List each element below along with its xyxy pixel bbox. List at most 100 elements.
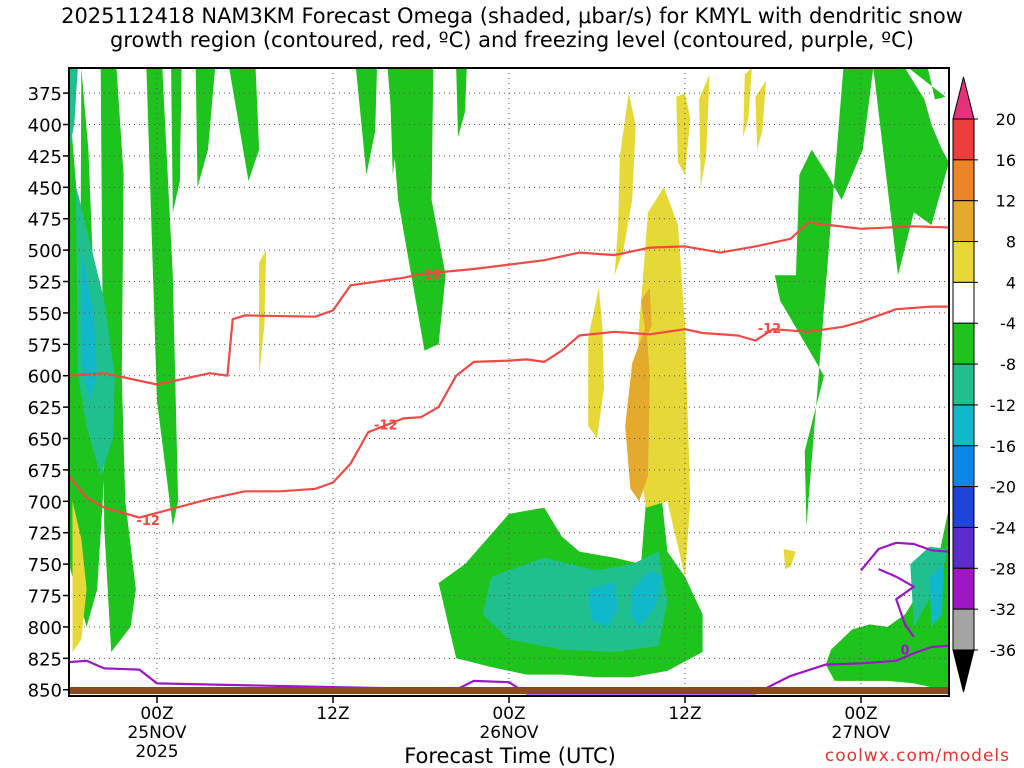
omega-region--4 <box>100 68 136 652</box>
colorbar-label: -8 <box>1000 355 1016 374</box>
colorbar-segment <box>952 486 975 528</box>
omega-region--4 <box>195 68 216 188</box>
x-axis-label: Forecast Time (UTC) <box>404 744 616 768</box>
omega-region--4 <box>825 507 949 690</box>
ground-surface <box>69 687 949 694</box>
contour-freezing-loop <box>860 541 949 572</box>
colorbar-segment <box>952 404 975 447</box>
y-tick-label: 475 <box>28 210 62 231</box>
y-tick-label: 725 <box>28 524 62 545</box>
chart-title-line2: growth region (contoured, red, ºC) and f… <box>110 28 914 52</box>
colorbar-segment <box>952 322 975 365</box>
colorbar-label: -4 <box>1000 314 1016 333</box>
colorbar-label: -24 <box>990 518 1016 537</box>
y-tick-label: 525 <box>28 273 62 294</box>
y-tick-label: 400 <box>28 116 62 137</box>
y-tick-label: 600 <box>28 367 62 388</box>
y-tick-label: 650 <box>28 430 62 451</box>
colorbar-segment <box>952 567 975 610</box>
contour-label: -12 <box>374 419 398 434</box>
omega-region--8 <box>76 187 115 477</box>
omega-region-4 <box>755 80 766 150</box>
omega-region-4 <box>676 488 687 552</box>
colorbar-segment <box>952 526 975 569</box>
omega-region-4 <box>676 93 691 175</box>
grid-lines <box>69 68 949 696</box>
x-tick-label: 12Z <box>316 704 349 724</box>
contour-label: -18 <box>418 268 442 283</box>
x-tick-label: 25NOV <box>127 723 186 743</box>
colorbar-segment <box>952 608 975 651</box>
omega-region-4 <box>72 501 87 652</box>
omega-region-4 <box>634 187 691 577</box>
y-axis: 375 400 425 450 475 500 525 550 575 600 625 650 675 7… <box>28 84 69 702</box>
y-tick-label: 850 <box>28 681 62 702</box>
omega-region--4 <box>146 68 179 527</box>
contour-label: -12 <box>136 514 160 529</box>
omega-region--4 <box>908 68 946 100</box>
x-tick-label: 00Z <box>844 704 877 724</box>
omega-region--12 <box>929 564 944 627</box>
omega-region--4 <box>456 68 467 138</box>
omega-region--8 <box>482 551 668 652</box>
chart-title: 2025112418 NAM3KM Forecast Omega (shaded… <box>0 4 1024 52</box>
contour-dgz-top <box>69 221 949 386</box>
colorbar-segment <box>952 363 975 406</box>
colorbar-label: -20 <box>990 478 1016 497</box>
colorbar-label: -28 <box>990 559 1016 578</box>
omega-region--4 <box>873 68 949 276</box>
y-tick-label: 775 <box>28 587 62 608</box>
x-tick-label: 26NOV <box>479 723 538 743</box>
colorbar-label: -36 <box>990 641 1016 660</box>
colorbar: 20 16 12 8 4 -4 -8 -12 -16 -20 -24 -28 -32 -36 <box>952 76 1016 693</box>
omega-region-4 <box>699 74 710 188</box>
y-tick-label: 550 <box>28 304 62 325</box>
y-tick-label: 425 <box>28 147 62 168</box>
contour-freezing-loop2 <box>878 568 915 638</box>
colorbar-segment <box>952 200 975 243</box>
y-tick-label: 700 <box>28 492 62 513</box>
contour-label: 0 <box>900 644 909 659</box>
omega-region-4 <box>588 287 604 439</box>
colorbar-segment <box>952 445 975 488</box>
contour-label: -12 <box>758 322 782 337</box>
source-footer: coolwx.com/models <box>824 746 1010 766</box>
omega-region--12 <box>588 583 619 627</box>
colorbar-label: 4 <box>1006 273 1016 292</box>
colorbar-segment <box>952 281 975 324</box>
colorbar-label: 20 <box>996 110 1016 129</box>
chart-title-line1: 2025112418 NAM3KM Forecast Omega (shaded… <box>61 4 963 28</box>
y-tick-label: 450 <box>28 178 62 199</box>
x-tick-label: 2025 <box>135 742 178 762</box>
omega-region-4 <box>743 68 752 138</box>
omega-region--8 <box>69 68 78 150</box>
y-tick-label: 675 <box>28 461 62 482</box>
omega-region--8 <box>910 546 948 627</box>
contour-dgz-bottom <box>69 305 949 519</box>
x-tick-label: 00Z <box>492 704 525 724</box>
omega-region--4 <box>355 68 377 175</box>
x-tick-label: 00Z <box>140 704 173 724</box>
colorbar-label: 8 <box>1006 233 1016 252</box>
colorbar-bottom-arrow <box>952 649 975 693</box>
y-tick-label: 800 <box>28 618 62 639</box>
y-tick-label: 500 <box>28 241 62 262</box>
colorbar-label: -12 <box>990 396 1016 415</box>
colorbar-label: -16 <box>990 437 1016 456</box>
y-tick-label: 625 <box>28 398 62 419</box>
colorbar-label: 12 <box>996 192 1016 211</box>
colorbar-segment <box>952 118 975 161</box>
colorbar-label: 16 <box>996 151 1016 170</box>
omega-region-8 <box>625 325 650 502</box>
omega-region--4 <box>387 68 446 351</box>
colorbar-segment <box>952 159 975 202</box>
omega-region-4 <box>783 549 796 570</box>
colorbar-top-arrow <box>952 76 975 120</box>
colorbar-segment <box>952 241 975 283</box>
omega-shading <box>69 68 949 690</box>
y-tick-label: 750 <box>28 555 62 576</box>
omega-region--12 <box>81 250 98 401</box>
omega-region-8 <box>641 287 652 338</box>
